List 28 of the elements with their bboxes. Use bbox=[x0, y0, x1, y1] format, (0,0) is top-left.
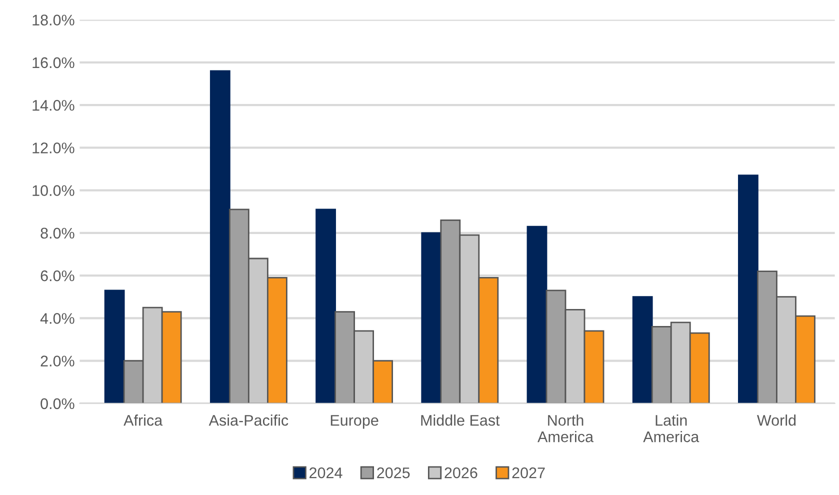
y-tick-label: 14.0% bbox=[32, 100, 74, 111]
legend-label: 2024 bbox=[310, 467, 342, 478]
x-tick-label: Middle East bbox=[421, 414, 500, 426]
bar bbox=[316, 208, 336, 404]
y-tick-label: 0.0% bbox=[40, 398, 74, 410]
y-tick-label: 4.0% bbox=[40, 313, 74, 324]
y-tick-label: 10.0% bbox=[32, 185, 74, 196]
x-tick-label: Africa bbox=[124, 414, 163, 426]
x-tick-label: Europe bbox=[330, 415, 378, 429]
legend-label: 2027 bbox=[512, 467, 545, 478]
legend-label: 2025 bbox=[377, 467, 410, 478]
y-tick-label: 6.0% bbox=[40, 270, 74, 282]
x-tick-label: World bbox=[756, 414, 796, 426]
legend-label: 2026 bbox=[444, 467, 478, 478]
x-tick-label: North America bbox=[538, 414, 594, 442]
y-tick-label: 8.0% bbox=[40, 228, 74, 239]
x-tick-label: Latin America bbox=[643, 414, 700, 442]
bar bbox=[738, 174, 758, 404]
bar bbox=[421, 232, 442, 404]
bar bbox=[210, 70, 230, 404]
y-tick-label: 12.0% bbox=[32, 142, 74, 154]
bar bbox=[104, 290, 125, 404]
bar bbox=[526, 226, 548, 404]
y-tick-label: 16.0% bbox=[32, 57, 74, 68]
y-tick-label: 2.0% bbox=[40, 356, 74, 366]
x-tick-label: Asia-Pacific bbox=[208, 414, 288, 426]
bar bbox=[632, 296, 653, 404]
y-tick-label: 18.0% bbox=[32, 14, 74, 26]
